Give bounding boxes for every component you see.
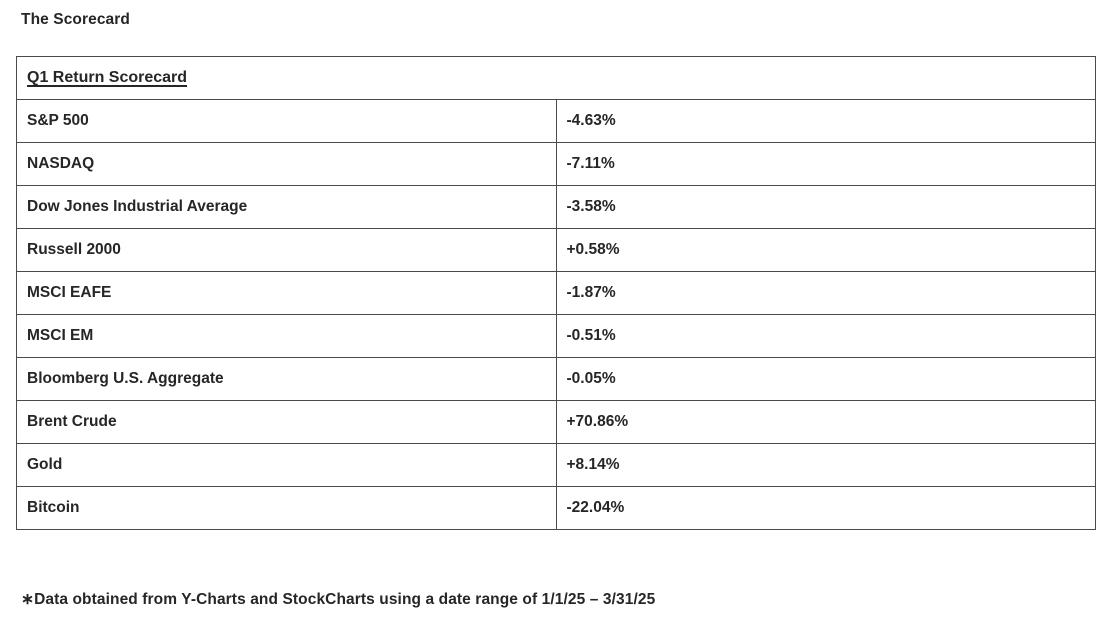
return-value: -4.63% (555, 99, 1096, 143)
table-row: Russell 2000 +0.58% (16, 228, 1096, 272)
asset-label: Bitcoin (16, 486, 557, 530)
return-value: -0.05% (555, 357, 1096, 401)
asset-label: NASDAQ (16, 142, 557, 186)
return-value: -1.87% (555, 271, 1096, 315)
table-row: S&P 500 -4.63% (16, 99, 1096, 143)
table-header-label: Q1 Return Scorecard (27, 69, 188, 86)
table-row: Dow Jones Industrial Average -3.58% (16, 185, 1096, 229)
return-value: -22.04% (555, 486, 1096, 530)
return-value: +0.58% (555, 228, 1096, 272)
asset-label: Russell 2000 (16, 228, 557, 272)
asset-label: Bloomberg U.S. Aggregate (16, 357, 557, 401)
asset-label: Dow Jones Industrial Average (16, 185, 557, 229)
asset-label: S&P 500 (16, 99, 557, 143)
table-row: Bloomberg U.S. Aggregate -0.05% (16, 357, 1096, 401)
table-row: MSCI EAFE -1.87% (16, 271, 1096, 315)
return-value: -0.51% (555, 314, 1096, 358)
scorecard-table: Q1 Return Scorecard S&P 500 -4.63% NASDA… (16, 56, 1096, 530)
page-title: The Scorecard (21, 11, 130, 28)
table-header-cell: Q1 Return Scorecard (16, 56, 1096, 100)
footnote: ∗Data obtained from Y-Charts and StockCh… (21, 591, 656, 608)
asset-label: Brent Crude (16, 400, 557, 444)
table-row: Brent Crude +70.86% (16, 400, 1096, 444)
return-value: -7.11% (555, 142, 1096, 186)
table-row: MSCI EM -0.51% (16, 314, 1096, 358)
table-row: Gold +8.14% (16, 443, 1096, 487)
table-row: Bitcoin -22.04% (16, 486, 1096, 530)
asset-label: Gold (16, 443, 557, 487)
return-value: +8.14% (555, 443, 1096, 487)
return-value: +70.86% (555, 400, 1096, 444)
table-row: NASDAQ -7.11% (16, 142, 1096, 186)
asset-label: MSCI EM (16, 314, 557, 358)
scorecard-table-body: Q1 Return Scorecard S&P 500 -4.63% NASDA… (16, 56, 1096, 530)
asset-label: MSCI EAFE (16, 271, 557, 315)
table-header-row: Q1 Return Scorecard (16, 56, 1096, 100)
return-value: -3.58% (555, 185, 1096, 229)
